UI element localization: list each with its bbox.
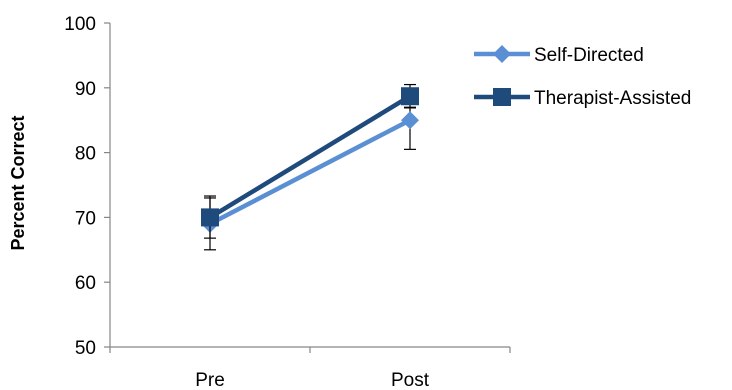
series-line — [208, 118, 412, 226]
y-tick-label: 60 — [75, 273, 96, 294]
legend-marker — [493, 45, 511, 63]
legend-entry: Therapist-Assisted — [474, 88, 691, 109]
y-axis-title: Percent Correct — [8, 115, 28, 250]
data-point — [401, 111, 419, 130]
data-point — [401, 87, 419, 106]
axes: 50 60 70 80 90 100 Pre Post — [64, 14, 511, 390]
y-tick-label: 80 — [75, 144, 96, 165]
y-ticks: 50 60 70 80 90 100 — [64, 14, 110, 359]
y-tick-label: 90 — [75, 79, 96, 100]
series-therapist-assisted — [201, 83, 419, 239]
y-tick-label: 70 — [75, 208, 96, 229]
legend: Self-Directed Therapist-Assisted — [474, 45, 691, 109]
x-tick-label: Pre — [195, 370, 225, 390]
legend-label: Self-Directed — [534, 45, 644, 66]
y-tick-label: 100 — [64, 14, 96, 35]
series-self-directed — [201, 106, 419, 251]
x-ticks: Pre Post — [109, 347, 511, 390]
x-tick-label: Post — [391, 370, 430, 390]
series-layer — [201, 83, 419, 251]
legend-entry: Self-Directed — [474, 45, 644, 66]
y-tick-label: 50 — [75, 338, 96, 359]
legend-marker — [493, 88, 511, 106]
data-point — [201, 208, 219, 227]
legend-label: Therapist-Assisted — [534, 88, 691, 109]
series-line — [208, 94, 412, 220]
